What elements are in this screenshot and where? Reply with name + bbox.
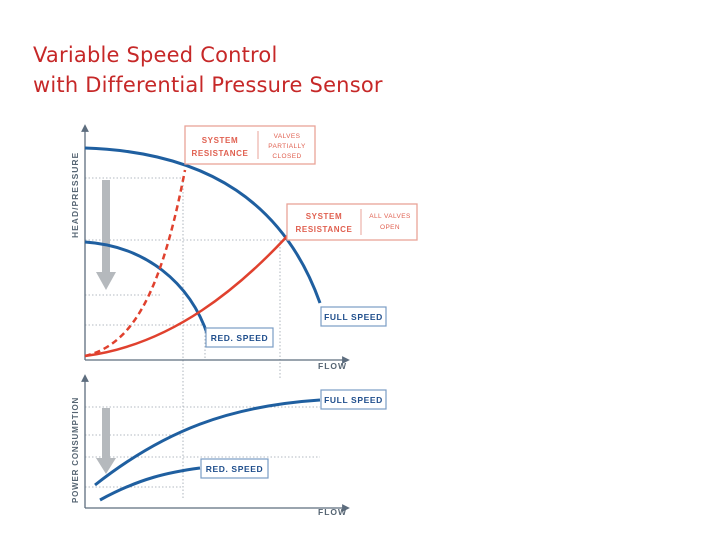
box-valves-open: SYSTEM RESISTANCE ALL VALVES OPEN <box>286 203 418 241</box>
power-curve-full-speed <box>94 398 321 487</box>
box-open-left-line2: RESISTANCE <box>296 225 353 234</box>
svg-text:FULL SPEED: FULL SPEED <box>324 312 383 322</box>
bottom-y-axis-label: POWER CONSUMPTION <box>71 397 80 503</box>
svg-text:RED. SPEED: RED. SPEED <box>211 333 269 343</box>
top-chart-grid <box>85 177 281 500</box>
box-closed-left-line2: RESISTANCE <box>192 149 249 158</box>
speed-reduction-arrow-top <box>96 180 116 290</box>
system-curve-valves-open <box>84 221 301 358</box>
box-open-right-line2: OPEN <box>380 224 400 231</box>
bottom-chart: FULL SPEED RED. SPEED POWER CONSUMPTION … <box>71 374 387 517</box>
box-open-right-line1: ALL VALVES <box>369 213 411 220</box>
box-closed-right-line2: PARTIALLY <box>268 143 306 150</box>
top-x-axis-label: FLOW <box>318 361 347 371</box>
label-reduced-speed-bottom: RED. SPEED <box>200 458 269 479</box>
bottom-chart-axes <box>81 374 350 512</box>
box-open-left-line1: SYSTEM <box>306 212 343 221</box>
bottom-x-axis-label: FLOW <box>318 507 347 517</box>
bottom-chart-grid <box>85 406 320 488</box>
pump-curve-reduced-speed <box>84 240 210 337</box>
box-closed-right-line1: VALVES <box>274 133 301 140</box>
label-full-speed-bottom: FULL SPEED <box>320 389 387 410</box>
box-closed-left-line1: SYSTEM <box>202 136 239 145</box>
speed-reduction-arrow-bottom <box>96 408 116 474</box>
label-full-speed-top: FULL SPEED <box>320 306 387 327</box>
top-chart-axes <box>81 124 350 364</box>
box-closed-right-line3: CLOSED <box>272 153 301 160</box>
top-y-axis-label: HEAD/PRESSURE <box>70 152 80 238</box>
label-reduced-speed-top: RED. SPEED <box>205 327 274 348</box>
box-valves-closed: SYSTEM RESISTANCE VALVES PARTIALLY CLOSE… <box>184 125 316 165</box>
svg-text:RED. SPEED: RED. SPEED <box>206 464 264 474</box>
pump-curve-full-speed <box>84 146 322 304</box>
power-curve-reduced-speed <box>99 466 201 502</box>
svg-text:FULL SPEED: FULL SPEED <box>324 395 383 405</box>
slide-title: Variable Speed Control with Differential… <box>33 43 383 97</box>
top-chart: SYSTEM RESISTANCE VALVES PARTIALLY CLOSE… <box>70 124 418 500</box>
